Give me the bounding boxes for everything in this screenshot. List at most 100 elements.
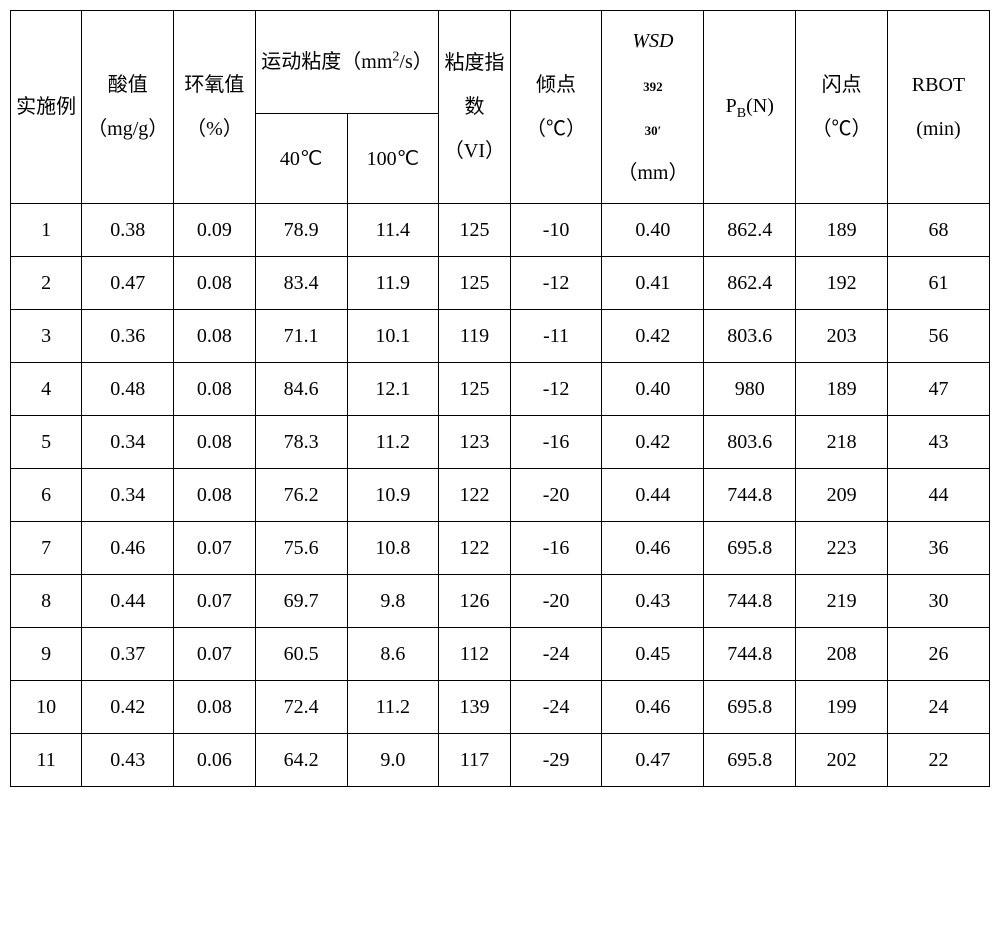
cell-rbot: 44 <box>887 469 989 522</box>
cell-exp: 1 <box>11 204 82 257</box>
cell-vi: 125 <box>439 204 510 257</box>
table-row: 80.440.0769.79.8126-200.43744.821930 <box>11 575 990 628</box>
table-row: 70.460.0775.610.8122-160.46695.822336 <box>11 522 990 575</box>
cell-wsd: 0.41 <box>602 257 704 310</box>
cell-v100: 11.9 <box>347 257 439 310</box>
cell-rbot: 43 <box>887 416 989 469</box>
table-header: 实施例 酸值（mg/g） 环氧值（%） 运动粘度（mm2/s） 粘度指数（VI）… <box>11 11 990 204</box>
cell-v40: 69.7 <box>255 575 347 628</box>
header-vi: 粘度指数（VI） <box>439 11 510 204</box>
cell-acid: 0.46 <box>82 522 174 575</box>
cell-epoxy: 0.07 <box>174 522 256 575</box>
cell-rbot: 61 <box>887 257 989 310</box>
cell-wsd: 0.42 <box>602 416 704 469</box>
cell-rbot: 47 <box>887 363 989 416</box>
table-row: 90.370.0760.58.6112-240.45744.820826 <box>11 628 990 681</box>
wsd-label: WSD <box>632 30 673 52</box>
cell-wsd: 0.44 <box>602 469 704 522</box>
cell-exp: 8 <box>11 575 82 628</box>
cell-vi: 125 <box>439 257 510 310</box>
cell-v40: 83.4 <box>255 257 347 310</box>
wsd-sub-top: 392 <box>643 79 663 94</box>
cell-acid: 0.38 <box>82 204 174 257</box>
cell-pour: -12 <box>510 363 602 416</box>
cell-v40: 76.2 <box>255 469 347 522</box>
cell-wsd: 0.47 <box>602 734 704 787</box>
cell-flash: 209 <box>796 469 888 522</box>
cell-epoxy: 0.07 <box>174 628 256 681</box>
cell-pour: -10 <box>510 204 602 257</box>
cell-pour: -24 <box>510 628 602 681</box>
cell-v100: 11.4 <box>347 204 439 257</box>
table-body: 10.380.0978.911.4125-100.40862.41896820.… <box>11 204 990 787</box>
cell-v40: 84.6 <box>255 363 347 416</box>
header-pb: PB(N) <box>704 11 796 204</box>
cell-rbot: 30 <box>887 575 989 628</box>
cell-vi: 139 <box>439 681 510 734</box>
cell-v40: 72.4 <box>255 681 347 734</box>
header-viscosity-group: 运动粘度（mm2/s） <box>255 11 439 114</box>
cell-acid: 0.47 <box>82 257 174 310</box>
cell-epoxy: 0.08 <box>174 681 256 734</box>
cell-acid: 0.48 <box>82 363 174 416</box>
cell-vi: 123 <box>439 416 510 469</box>
cell-v100: 8.6 <box>347 628 439 681</box>
cell-exp: 6 <box>11 469 82 522</box>
cell-flash: 189 <box>796 204 888 257</box>
cell-v100: 9.0 <box>347 734 439 787</box>
cell-pour: -11 <box>510 310 602 363</box>
table-row: 60.340.0876.210.9122-200.44744.820944 <box>11 469 990 522</box>
cell-flash: 199 <box>796 681 888 734</box>
table-row: 50.340.0878.311.2123-160.42803.621843 <box>11 416 990 469</box>
cell-v100: 10.1 <box>347 310 439 363</box>
cell-epoxy: 0.08 <box>174 310 256 363</box>
cell-v100: 10.9 <box>347 469 439 522</box>
header-acid: 酸值（mg/g） <box>82 11 174 204</box>
cell-wsd: 0.42 <box>602 310 704 363</box>
pb-label: P <box>726 95 737 117</box>
cell-exp: 11 <box>11 734 82 787</box>
cell-acid: 0.44 <box>82 575 174 628</box>
cell-epoxy: 0.08 <box>174 363 256 416</box>
cell-pb: 744.8 <box>704 628 796 681</box>
cell-v100: 10.8 <box>347 522 439 575</box>
cell-v40: 78.9 <box>255 204 347 257</box>
header-flash: 闪点（℃） <box>796 11 888 204</box>
pb-unit: (N) <box>746 95 774 117</box>
cell-vi: 112 <box>439 628 510 681</box>
header-rbot: RBOT (min) <box>887 11 989 204</box>
cell-v100: 11.2 <box>347 416 439 469</box>
cell-flash: 189 <box>796 363 888 416</box>
table-row: 30.360.0871.110.1119-110.42803.620356 <box>11 310 990 363</box>
header-pour: 倾点（℃） <box>510 11 602 204</box>
cell-flash: 192 <box>796 257 888 310</box>
cell-v40: 64.2 <box>255 734 347 787</box>
cell-flash: 223 <box>796 522 888 575</box>
cell-flash: 208 <box>796 628 888 681</box>
cell-wsd: 0.46 <box>602 522 704 575</box>
cell-pb: 744.8 <box>704 575 796 628</box>
cell-acid: 0.36 <box>82 310 174 363</box>
cell-vi: 119 <box>439 310 510 363</box>
pb-sub: B <box>737 106 746 121</box>
cell-pour: -24 <box>510 681 602 734</box>
cell-flash: 203 <box>796 310 888 363</box>
cell-pb: 695.8 <box>704 522 796 575</box>
table-row: 40.480.0884.612.1125-120.4098018947 <box>11 363 990 416</box>
cell-acid: 0.34 <box>82 416 174 469</box>
cell-epoxy: 0.08 <box>174 416 256 469</box>
cell-acid: 0.34 <box>82 469 174 522</box>
cell-rbot: 68 <box>887 204 989 257</box>
cell-pb: 695.8 <box>704 734 796 787</box>
cell-exp: 7 <box>11 522 82 575</box>
cell-flash: 202 <box>796 734 888 787</box>
wsd-sub-bot: 30′ <box>645 123 662 138</box>
cell-exp: 3 <box>11 310 82 363</box>
cell-pour: -20 <box>510 469 602 522</box>
cell-vi: 122 <box>439 522 510 575</box>
cell-epoxy: 0.07 <box>174 575 256 628</box>
cell-v40: 75.6 <box>255 522 347 575</box>
cell-vi: 125 <box>439 363 510 416</box>
cell-epoxy: 0.06 <box>174 734 256 787</box>
data-table: 实施例 酸值（mg/g） 环氧值（%） 运动粘度（mm2/s） 粘度指数（VI）… <box>10 10 990 787</box>
